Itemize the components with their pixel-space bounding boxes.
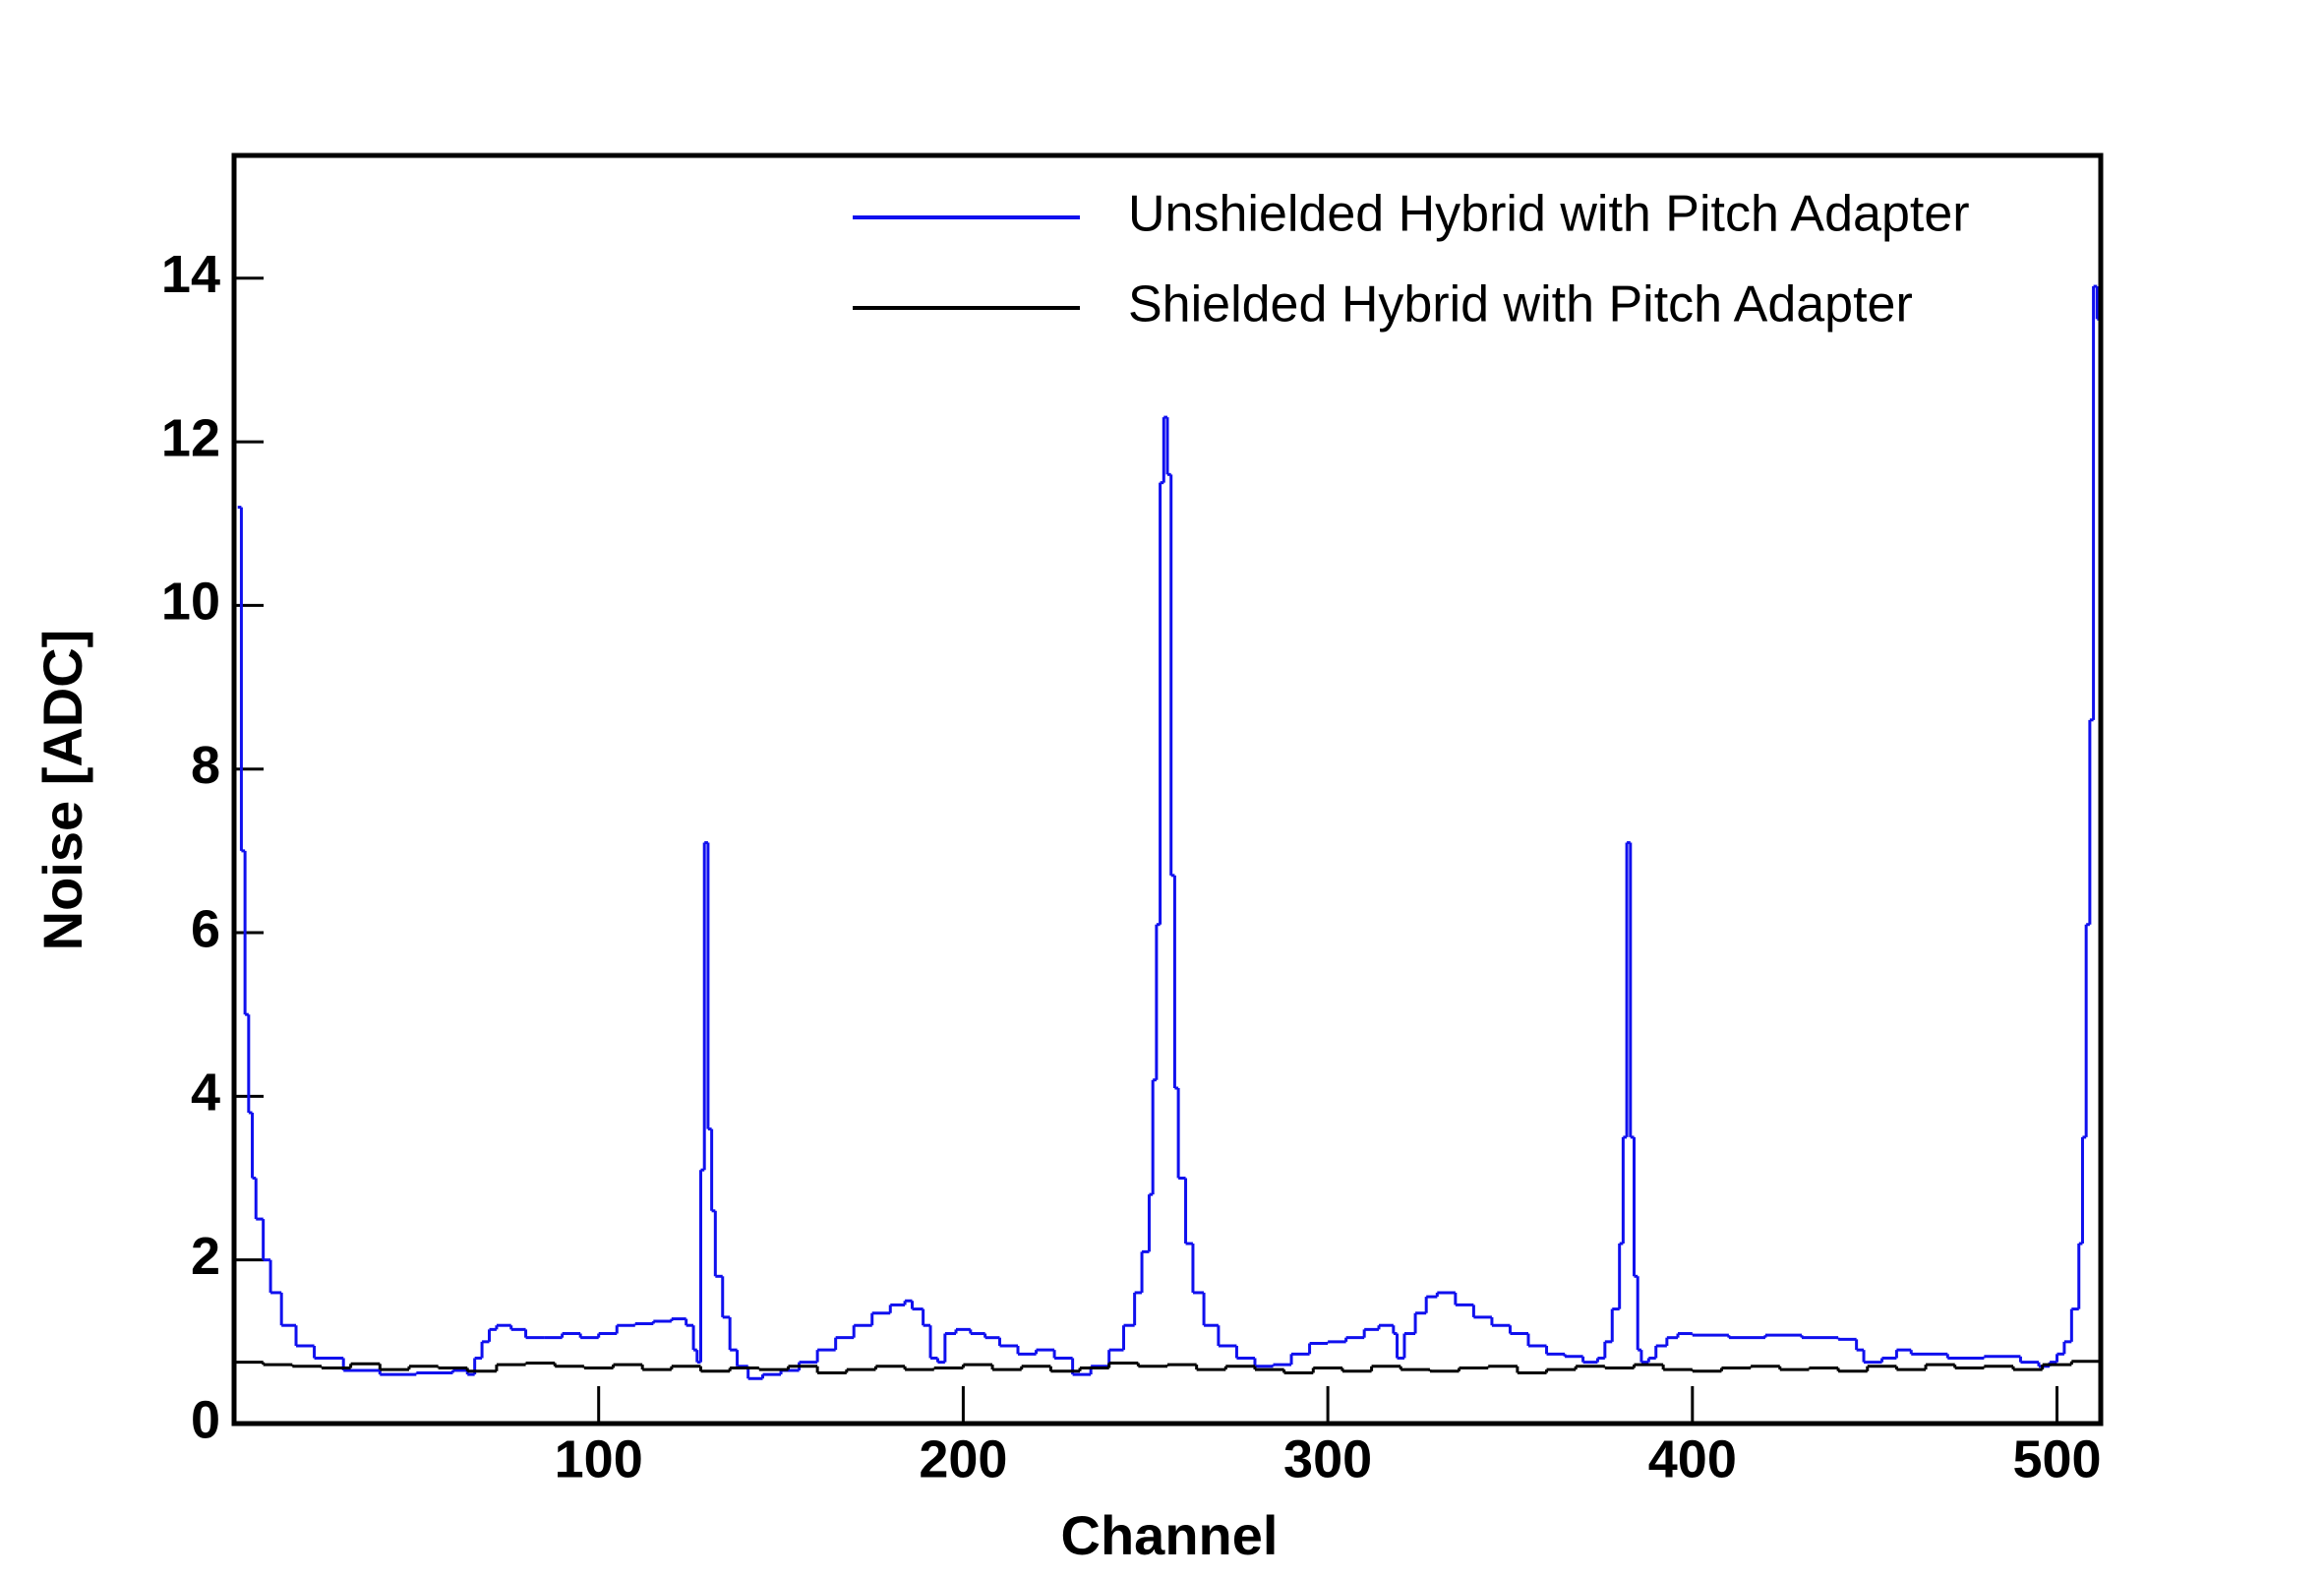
legend-label: Shielded Hybrid with Pitch Adapter: [1128, 276, 1913, 334]
y-tick-label: 4: [191, 1063, 220, 1123]
x-tick-label: 300: [1283, 1429, 1372, 1488]
y-tick-label: 0: [191, 1390, 220, 1449]
y-axis-title: Noise [ADC]: [31, 630, 93, 951]
x-tick-label: 200: [919, 1429, 1007, 1488]
y-tick-label: 6: [191, 899, 220, 958]
x-tick-label: 400: [1648, 1429, 1737, 1488]
x-tick-label: 100: [555, 1429, 643, 1488]
y-tick-label: 2: [191, 1227, 220, 1286]
series: [237, 284, 2101, 1380]
legend-label: Unshielded Hybrid with Pitch Adapter: [1128, 186, 1970, 243]
x-tick-label: 500: [2012, 1429, 2101, 1488]
plot-frame: [231, 152, 2104, 1427]
x-axis-title: Channel: [1061, 1504, 1279, 1566]
y-tick-label: 8: [191, 736, 220, 795]
y-tick-label: 14: [161, 245, 220, 304]
y-tick-label: 10: [161, 573, 220, 632]
y-tick-label: 12: [161, 408, 220, 467]
series: [234, 1360, 2101, 1374]
